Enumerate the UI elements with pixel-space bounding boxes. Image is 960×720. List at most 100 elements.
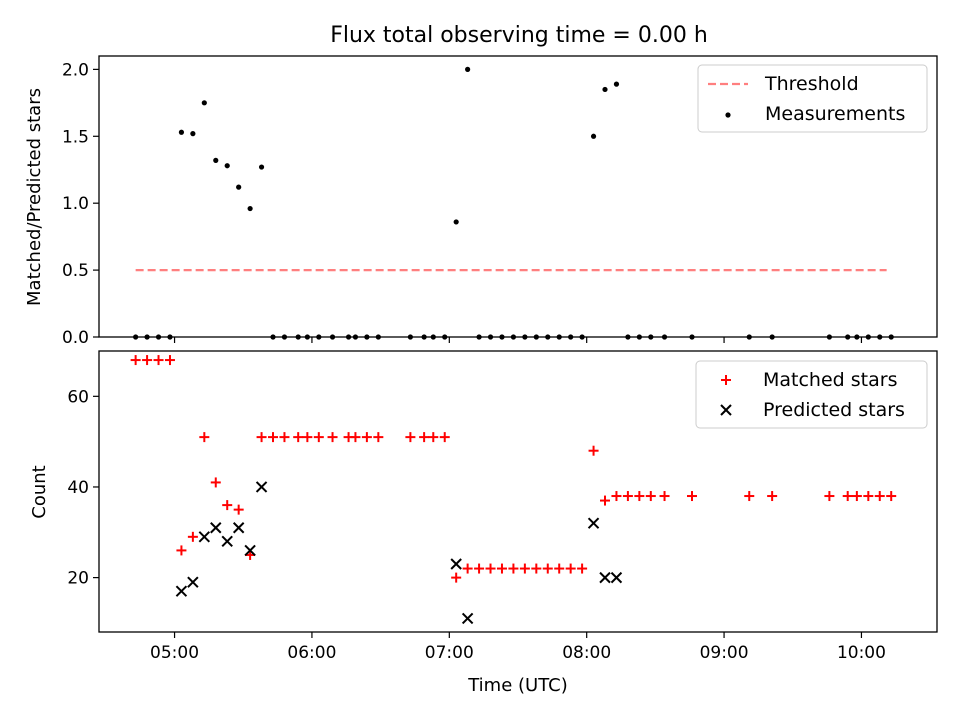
legend-plus bbox=[721, 375, 731, 385]
legend-measurements-label: Measurements bbox=[765, 103, 905, 125]
measurement-point bbox=[854, 334, 860, 340]
x-b bbox=[187, 576, 199, 588]
matched-point bbox=[531, 563, 542, 574]
measurement-point bbox=[442, 334, 448, 340]
matched-point bbox=[496, 563, 507, 574]
matched-point bbox=[565, 563, 576, 574]
legend-matched-label: Matched stars bbox=[763, 369, 897, 391]
measurement-point bbox=[888, 334, 894, 340]
measurement-point bbox=[648, 334, 654, 340]
measurement-point bbox=[746, 334, 752, 340]
measurement-point bbox=[845, 334, 851, 340]
predicted-point bbox=[175, 585, 188, 597]
measurement-point bbox=[568, 334, 574, 340]
matched-point bbox=[130, 355, 141, 366]
bottom-legend-frame bbox=[695, 360, 928, 429]
x-axis-label: Time (UTC) bbox=[467, 675, 568, 696]
measurement-point bbox=[522, 334, 528, 340]
measurement-point bbox=[590, 133, 597, 139]
matched-point bbox=[485, 563, 496, 574]
bottom-y-tick-label: 40 bbox=[67, 478, 89, 498]
x-b bbox=[221, 535, 233, 548]
x-b bbox=[610, 571, 623, 584]
matched-point bbox=[199, 432, 210, 443]
measurement-point bbox=[487, 334, 494, 340]
matched-point bbox=[519, 563, 530, 574]
legend-cross bbox=[720, 404, 732, 416]
matched-point bbox=[851, 491, 862, 502]
matched-point bbox=[462, 563, 473, 574]
measurement-point bbox=[167, 334, 173, 340]
measurement-point bbox=[345, 334, 352, 340]
bottom-legend: Matched stars Predicted stars bbox=[695, 360, 928, 429]
measurement-point bbox=[375, 334, 381, 340]
matched-point bbox=[350, 432, 361, 443]
x-b bbox=[461, 612, 474, 625]
measurement-point bbox=[499, 334, 505, 340]
x-b bbox=[198, 531, 211, 543]
predicted-point bbox=[232, 522, 245, 534]
x-b bbox=[599, 571, 611, 584]
measurement-point bbox=[190, 131, 196, 137]
matched-point bbox=[233, 504, 244, 515]
matched-point bbox=[863, 491, 874, 502]
x-tick-label: 05:00 bbox=[150, 643, 199, 663]
matched-point bbox=[176, 545, 187, 556]
measurement-point bbox=[661, 334, 668, 340]
top-y-axis-label: Matched/Predicted stars bbox=[24, 88, 45, 306]
matched-point bbox=[687, 491, 698, 502]
measurement-point bbox=[258, 164, 265, 170]
x-b bbox=[232, 522, 245, 534]
bottom-y-tick-label: 20 bbox=[67, 569, 89, 589]
matched-point bbox=[874, 491, 885, 502]
top-y-tick-label: 0.0 bbox=[62, 328, 89, 348]
x-tick-label: 09:00 bbox=[700, 643, 749, 663]
matched-point bbox=[142, 355, 153, 366]
measurement-point bbox=[453, 219, 459, 225]
measurement-point bbox=[769, 334, 775, 340]
measurement-point bbox=[625, 334, 631, 340]
top-legend: Threshold Measurements bbox=[697, 64, 928, 133]
x-b bbox=[244, 544, 256, 557]
top-panel-frame bbox=[98, 55, 938, 338]
legend-measurements-swatch bbox=[725, 112, 731, 118]
measurement-point bbox=[316, 334, 322, 340]
measurement-point bbox=[270, 334, 276, 340]
top-y-tick-label: 0.5 bbox=[62, 261, 89, 281]
predicted-point bbox=[244, 544, 256, 557]
measurement-point bbox=[579, 334, 585, 340]
matched-point bbox=[419, 432, 430, 443]
bottom-panel-frame bbox=[98, 350, 938, 633]
predicted-point bbox=[187, 576, 199, 588]
top-legend-frame bbox=[697, 64, 928, 133]
x-b bbox=[720, 404, 732, 416]
measurement-point bbox=[533, 334, 539, 340]
x-b bbox=[450, 558, 462, 570]
matched-point bbox=[279, 432, 290, 443]
matched-point bbox=[313, 432, 324, 443]
x-b bbox=[175, 585, 188, 597]
x-tick-label: 07:00 bbox=[425, 643, 474, 663]
matched-point bbox=[659, 491, 670, 502]
matched-point bbox=[439, 432, 450, 443]
measurement-point bbox=[247, 205, 253, 212]
measurement-point bbox=[133, 334, 139, 340]
matched-point bbox=[842, 491, 853, 502]
legend-predicted-swatch bbox=[720, 404, 732, 416]
matched-point bbox=[645, 491, 656, 502]
matched-point bbox=[268, 432, 279, 443]
measurement-point bbox=[304, 334, 310, 340]
measurement-point bbox=[364, 334, 370, 340]
x-b bbox=[210, 522, 222, 534]
measurement-point bbox=[155, 334, 162, 340]
matched-point bbox=[600, 495, 611, 506]
matched-point bbox=[405, 432, 416, 443]
matched-point bbox=[824, 491, 835, 502]
measurement-point bbox=[476, 334, 482, 340]
matched-point bbox=[622, 491, 633, 502]
matched-point bbox=[508, 563, 519, 574]
matched-point bbox=[164, 355, 175, 366]
predicted-point bbox=[198, 531, 211, 543]
measurement-point bbox=[465, 66, 471, 72]
measurement-point bbox=[144, 334, 150, 340]
